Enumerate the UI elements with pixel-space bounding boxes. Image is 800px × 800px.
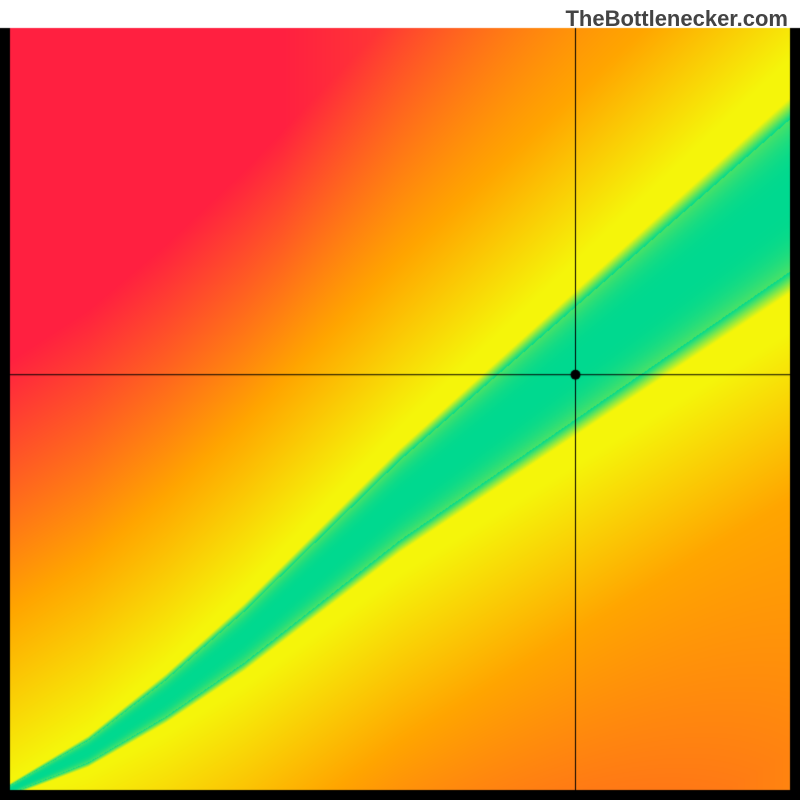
watermark-text: TheBottlenecker.com (565, 6, 788, 32)
bottleneck-heatmap (0, 0, 800, 800)
chart-container: TheBottlenecker.com (0, 0, 800, 800)
